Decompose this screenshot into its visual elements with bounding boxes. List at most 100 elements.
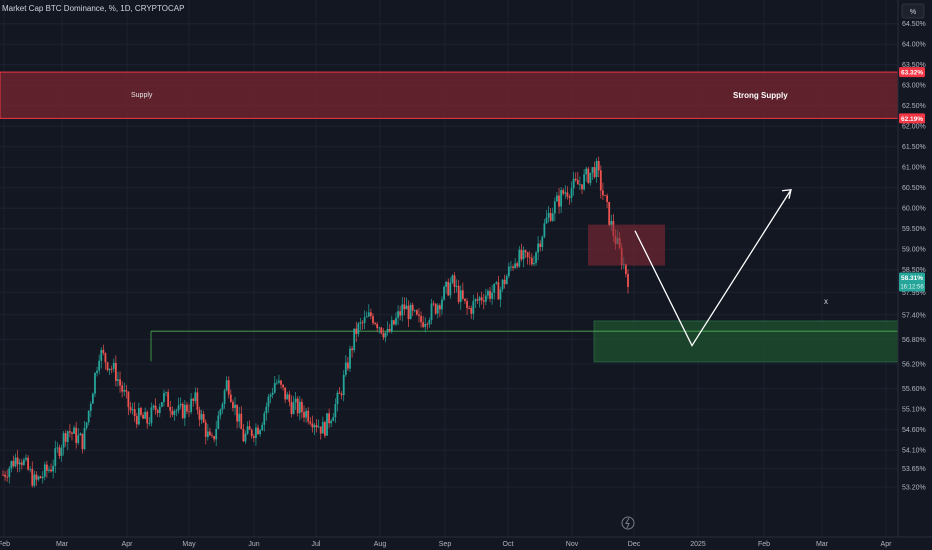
candle-body xyxy=(321,422,324,434)
candle-body xyxy=(202,414,205,423)
candle-body xyxy=(41,476,44,479)
candle-body xyxy=(530,257,533,265)
price-tick: 57.40% xyxy=(902,312,926,319)
candle-body xyxy=(625,264,627,274)
price-tick: 54.10% xyxy=(902,448,926,455)
candle-body xyxy=(602,190,604,196)
candle-body xyxy=(451,275,454,283)
candle-body xyxy=(374,323,376,325)
candle-body xyxy=(386,329,389,333)
candle-body xyxy=(518,249,521,267)
candle-body xyxy=(43,464,46,477)
candle-body xyxy=(480,297,483,301)
candle-body xyxy=(369,312,372,317)
candle-body xyxy=(349,348,351,369)
price-tick: 64.50% xyxy=(902,21,926,28)
candle-body xyxy=(355,328,358,334)
candle-body xyxy=(526,252,529,258)
candle-body xyxy=(257,427,259,435)
candle-body xyxy=(146,411,149,424)
price-tick: 57.95% xyxy=(902,290,926,297)
candle-body xyxy=(438,305,441,310)
candle-body xyxy=(545,217,548,224)
candle-body xyxy=(127,391,130,408)
candle-body xyxy=(194,392,197,401)
candle-body xyxy=(280,380,282,385)
candle-body xyxy=(98,360,101,371)
price-tick: 53.65% xyxy=(902,466,926,473)
candle-body xyxy=(177,405,180,411)
time-axis[interactable] xyxy=(0,537,932,550)
candle-body xyxy=(441,299,443,310)
sell-zone[interactable] xyxy=(588,224,665,266)
cross-marker[interactable]: x xyxy=(824,297,828,306)
candle-body xyxy=(83,427,86,450)
time-tick: Sep xyxy=(439,541,452,548)
price-tick: 60.00% xyxy=(902,206,926,213)
candle-body xyxy=(87,410,90,423)
candle-body xyxy=(158,406,161,414)
candle-body xyxy=(491,292,494,299)
candle-body xyxy=(263,413,266,425)
candle-body xyxy=(192,398,195,401)
symbol-title[interactable]: Market Cap BTC Dominance, %, 1D, CRYPTOC… xyxy=(2,4,185,13)
price-tick: 59.00% xyxy=(902,247,926,254)
candle-body xyxy=(311,423,314,428)
candle-body xyxy=(144,411,147,419)
candle-body xyxy=(324,422,326,436)
price-tick: 53.20% xyxy=(902,485,926,492)
candle-body xyxy=(572,178,575,189)
candle-body xyxy=(255,427,257,438)
candle-body xyxy=(466,301,468,308)
candle-body xyxy=(551,213,554,221)
candle-body xyxy=(298,401,301,414)
candle-body xyxy=(457,285,460,302)
candle-body xyxy=(135,416,138,425)
candle-body xyxy=(524,250,527,253)
grid-lines xyxy=(0,0,898,537)
time-tick: Jul xyxy=(312,541,321,548)
candle-body xyxy=(401,304,404,316)
candle-body xyxy=(140,408,142,415)
candle-body xyxy=(315,424,318,428)
candle-body xyxy=(18,462,21,465)
candle-body xyxy=(409,304,412,320)
candle-body xyxy=(328,413,330,424)
candle-body xyxy=(591,167,594,173)
candle-body xyxy=(240,413,243,430)
candle-body xyxy=(190,398,193,412)
candle-body xyxy=(85,422,88,428)
time-tick: 2025 xyxy=(690,541,706,548)
price-tick: 56.20% xyxy=(902,362,926,369)
price-tick: 61.50% xyxy=(902,144,926,151)
candle-body xyxy=(204,422,207,437)
lightning-icon[interactable] xyxy=(621,516,635,530)
candle-body xyxy=(541,236,544,248)
supply-left-label: Supply xyxy=(131,92,153,99)
candle-body xyxy=(250,429,253,437)
candle-body xyxy=(94,372,96,394)
candle-body xyxy=(562,190,565,194)
candle-body xyxy=(487,290,489,296)
candle-body xyxy=(248,426,251,430)
unit-button[interactable] xyxy=(901,3,925,19)
candle-body xyxy=(119,379,121,386)
demand-zone[interactable] xyxy=(593,320,899,363)
supply-zone[interactable] xyxy=(0,71,899,119)
candle-body xyxy=(196,392,199,410)
candle-body xyxy=(121,385,124,392)
candle-body xyxy=(403,304,406,310)
projection-path[interactable] xyxy=(634,189,792,347)
candle-body xyxy=(566,192,569,197)
candle-body xyxy=(330,420,333,424)
candle-body xyxy=(543,223,546,237)
price-tick: 64.00% xyxy=(902,42,926,49)
candle-body xyxy=(514,263,517,269)
candle-body xyxy=(114,362,117,381)
candle-body xyxy=(305,410,307,418)
candle-body xyxy=(25,457,27,460)
candle-body xyxy=(470,307,473,314)
candle-body xyxy=(432,303,435,305)
candle-body xyxy=(392,320,395,325)
